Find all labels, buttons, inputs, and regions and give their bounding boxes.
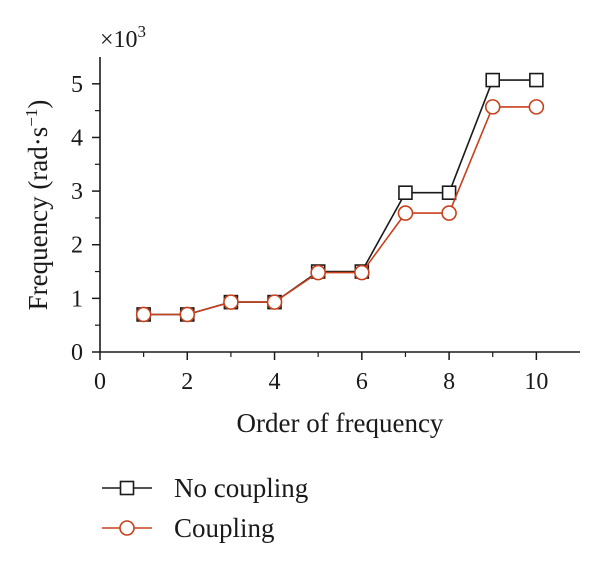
legend-marker	[119, 520, 135, 536]
data-point	[223, 294, 239, 310]
x-tick-label: 0	[94, 369, 106, 395]
y-axis-title-close: )	[23, 100, 53, 109]
y-tick-label: 5	[71, 72, 83, 98]
data-point	[179, 306, 196, 323]
data-point	[266, 294, 283, 310]
y-tick-label: 1	[71, 286, 83, 312]
y-multiplier-exp: 3	[138, 22, 147, 41]
data-point	[485, 72, 501, 88]
y-axis-title-main: Frequency (rad·s	[23, 127, 53, 311]
ticks: 0 2 4 6 8 10 0 1 2 3 4 5	[71, 72, 548, 395]
y-tick-label: 4	[71, 125, 83, 151]
y-axis-title: Frequency (rad·s−1)	[22, 100, 53, 311]
x-tick-label: 10	[524, 369, 548, 395]
data-point	[441, 205, 457, 221]
data-point	[397, 205, 414, 221]
legend-label: Coupling	[174, 513, 275, 543]
y-multiplier-base: ×10	[100, 27, 138, 53]
x-tick-label: 2	[181, 369, 193, 395]
legend-label: No coupling	[174, 473, 308, 503]
series-no-coupling	[136, 72, 544, 322]
series-coupling	[135, 99, 545, 323]
y-multiplier: ×103	[100, 22, 146, 53]
data-point	[441, 185, 457, 200]
y-tick-label: 2	[71, 233, 83, 259]
series-line	[143, 106, 537, 316]
x-tick-label: 4	[269, 369, 281, 395]
data-point	[135, 306, 152, 323]
data-point	[310, 264, 326, 281]
legend-entry: Coupling	[102, 513, 275, 543]
x-tick-label: 8	[443, 369, 455, 395]
x-tick-label: 6	[356, 369, 368, 395]
data-point	[528, 99, 545, 115]
x-axis-title: Order of frequency	[237, 408, 444, 438]
y-tick-label: 3	[71, 179, 83, 205]
legend-entry: No coupling	[102, 473, 308, 503]
y-tick-label: 0	[71, 340, 83, 366]
series-line	[143, 79, 537, 316]
data-point	[529, 72, 544, 88]
legend-marker	[119, 480, 135, 496]
data-point	[354, 264, 370, 281]
series-layer	[135, 72, 545, 323]
data-point	[484, 99, 501, 115]
data-point	[398, 185, 413, 200]
y-axis-title-sup: −1	[22, 109, 41, 127]
legend: No coupling Coupling	[102, 473, 308, 543]
axes	[99, 57, 580, 353]
